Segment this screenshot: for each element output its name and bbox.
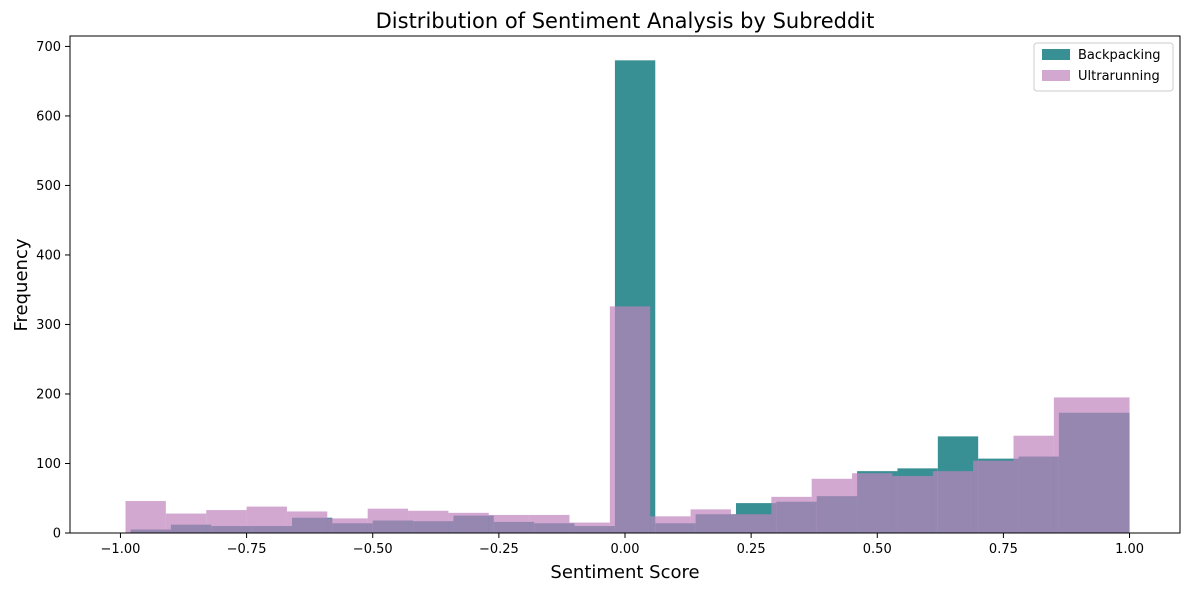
x-axis-label: Sentiment Score xyxy=(550,562,699,583)
bar-ultrarunning-18 xyxy=(852,473,893,533)
legend-label-ultrarunning: Ultrarunning xyxy=(1078,69,1160,84)
legend-swatch-ultrarunning xyxy=(1042,70,1070,81)
legend: Backpacking Ultrarunning xyxy=(1033,42,1174,92)
bar-ultrarunning-21 xyxy=(973,460,1014,533)
bar-ultrarunning-10 xyxy=(529,514,570,533)
legend-label-backpacking: Backpacking xyxy=(1078,48,1161,63)
bar-ultrarunning-22 xyxy=(1013,435,1054,533)
y-tick-label: 400 xyxy=(36,248,61,263)
bar-ultrarunning-23 xyxy=(1053,397,1130,533)
bar-ultrarunning-20 xyxy=(932,471,974,533)
x-tick-label: 1.00 xyxy=(1115,542,1144,557)
x-tick-label: 0.00 xyxy=(611,542,640,557)
bar-ultrarunning-3 xyxy=(246,506,287,533)
chart-title: Distribution of Sentiment Analysis by Su… xyxy=(376,9,875,33)
bar-ultrarunning-5 xyxy=(327,518,368,533)
x-axis-ticks: −1.00 −0.75 −0.50 −0.25 0.00 0.25 0.50 0.75 1.00 xyxy=(101,533,1144,557)
bar-ultrarunning-1 xyxy=(165,513,207,533)
bar-ultrarunning-14 xyxy=(690,509,731,533)
x-tick-label: −0.75 xyxy=(227,542,267,557)
bar-ultrarunning-13 xyxy=(650,516,691,533)
x-tick-label: 0.50 xyxy=(863,542,892,557)
y-tick-label: 300 xyxy=(36,318,61,333)
x-tick-label: 0.25 xyxy=(737,542,766,557)
y-tick-label: 200 xyxy=(36,387,61,402)
bar-ultrarunning-7 xyxy=(408,510,449,533)
bar-ultrarunning-9 xyxy=(488,514,530,533)
y-tick-label: 100 xyxy=(36,457,61,472)
bar-ultrarunning-8 xyxy=(448,512,489,533)
bar-ultrarunning-15 xyxy=(730,514,772,533)
bar-ultrarunning-2 xyxy=(206,510,247,533)
bar-ultrarunning-11 xyxy=(569,522,610,533)
bar-ultrarunning-4 xyxy=(286,511,328,533)
bar-ultrarunning-12 xyxy=(609,306,651,533)
bar-ultrarunning-16 xyxy=(771,496,812,533)
y-tick-label: 500 xyxy=(36,179,61,194)
x-tick-label: −0.50 xyxy=(353,542,393,557)
bar-ultrarunning-6 xyxy=(367,508,409,533)
x-tick-label: −0.25 xyxy=(479,542,519,557)
bar-ultrarunning-19 xyxy=(892,476,933,533)
y-axis-label: Frequency xyxy=(11,238,32,331)
y-axis-ticks: 0 100 200 300 400 500 600 700 xyxy=(36,40,70,542)
bar-ultrarunning-17 xyxy=(811,478,853,533)
y-tick-label: 600 xyxy=(36,109,61,124)
y-tick-label: 0 xyxy=(53,527,61,542)
legend-swatch-backpacking xyxy=(1042,49,1070,60)
bars-layer xyxy=(125,60,1130,533)
x-tick-label: 0.75 xyxy=(989,542,1018,557)
bar-ultrarunning-0 xyxy=(125,501,166,533)
y-tick-label: 700 xyxy=(36,40,61,55)
x-tick-label: −1.00 xyxy=(101,542,141,557)
